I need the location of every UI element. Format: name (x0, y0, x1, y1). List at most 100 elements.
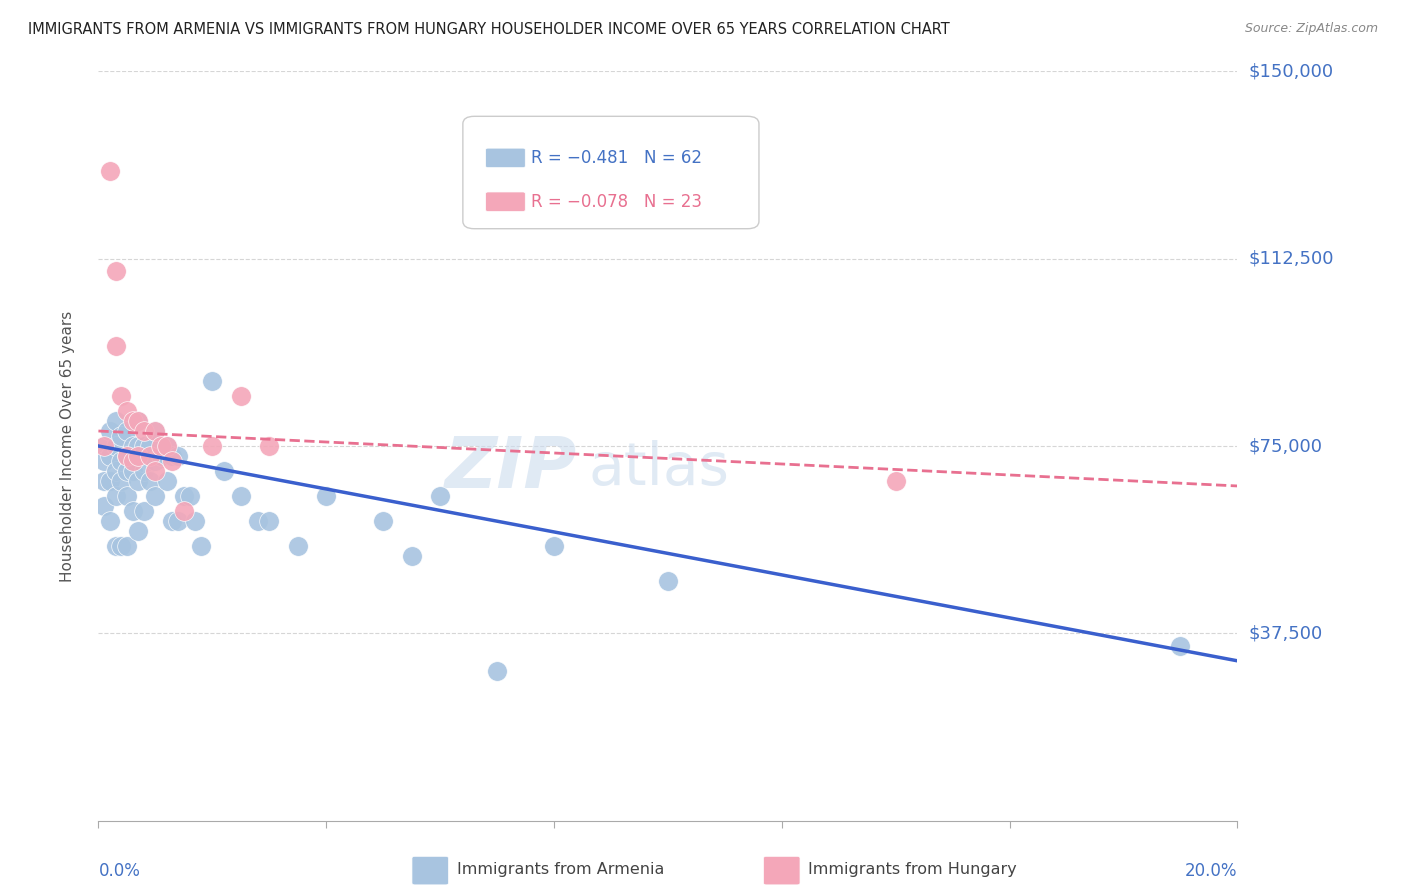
Point (115, 449, 138, 463)
Text: $37,500: $37,500 (1249, 624, 1323, 642)
Point (127, 524, 149, 538)
Point (127, 414, 149, 428)
Point (115, 464, 138, 478)
Point (104, 464, 127, 478)
Point (138, 474, 160, 488)
Point (145, 489, 167, 503)
Point (167, 514, 190, 528)
Point (145, 424, 167, 438)
Point (93, 474, 115, 488)
Point (104, 439, 127, 453)
Text: IMMIGRANTS FROM ARMENIA VS IMMIGRANTS FROM HUNGARY HOUSEHOLDER INCOME OVER 65 YE: IMMIGRANTS FROM ARMENIA VS IMMIGRANTS FR… (28, 22, 950, 37)
Text: $75,000: $75,000 (1249, 437, 1323, 455)
Point (115, 449, 138, 463)
Point (110, 474, 132, 488)
Point (110, 389, 132, 403)
Point (173, 489, 195, 503)
Point (104, 539, 127, 553)
Point (138, 439, 160, 453)
Point (98, 474, 121, 488)
Point (229, 389, 252, 403)
Y-axis label: Householder Income Over 65 years: Householder Income Over 65 years (60, 310, 75, 582)
Point (132, 424, 155, 438)
Point (543, 539, 565, 553)
Point (657, 574, 679, 588)
Point (145, 454, 167, 468)
Point (162, 514, 184, 528)
Point (127, 439, 149, 453)
Point (98, 514, 121, 528)
Point (110, 429, 132, 443)
Point (104, 489, 127, 503)
Point (156, 439, 179, 453)
Text: 20.0%: 20.0% (1185, 863, 1237, 880)
Point (93, 499, 115, 513)
Point (115, 489, 138, 503)
Point (156, 439, 179, 453)
Point (104, 414, 127, 428)
Point (132, 439, 155, 453)
Point (246, 514, 269, 528)
Point (1170, 639, 1192, 653)
Point (138, 449, 160, 463)
Point (93, 454, 115, 468)
Point (121, 439, 143, 453)
FancyBboxPatch shape (485, 148, 526, 168)
FancyBboxPatch shape (463, 116, 759, 228)
Point (121, 414, 143, 428)
Point (115, 539, 138, 553)
Point (98, 424, 121, 438)
Text: $150,000: $150,000 (1249, 62, 1333, 80)
Point (259, 439, 281, 453)
Point (212, 464, 235, 478)
Point (145, 424, 167, 438)
Text: atlas: atlas (588, 440, 730, 497)
Point (115, 404, 138, 418)
Point (373, 514, 395, 528)
Point (184, 514, 207, 528)
Text: Immigrants from Hungary: Immigrants from Hungary (808, 863, 1017, 877)
Text: 0.0%: 0.0% (98, 863, 141, 880)
Point (104, 339, 127, 353)
Text: Source: ZipAtlas.com: Source: ZipAtlas.com (1244, 22, 1378, 36)
Point (190, 539, 212, 553)
Point (132, 504, 155, 518)
Point (104, 264, 127, 278)
Point (93, 439, 115, 453)
Point (127, 414, 149, 428)
Point (287, 539, 309, 553)
FancyBboxPatch shape (485, 192, 526, 211)
Text: $112,500: $112,500 (1249, 250, 1334, 268)
Point (110, 539, 132, 553)
Point (259, 514, 281, 528)
Point (201, 439, 224, 453)
Point (167, 449, 190, 463)
Point (150, 439, 173, 453)
Point (127, 474, 149, 488)
Point (162, 449, 184, 463)
Point (150, 449, 173, 463)
Point (115, 424, 138, 438)
Point (179, 489, 201, 503)
Point (229, 489, 252, 503)
Text: R = −0.078   N = 23: R = −0.078 N = 23 (531, 193, 702, 211)
Text: ZIP: ZIP (444, 434, 576, 503)
Point (121, 464, 143, 478)
Text: Immigrants from Armenia: Immigrants from Armenia (457, 863, 664, 877)
Point (110, 454, 132, 468)
Point (173, 504, 195, 518)
Point (201, 374, 224, 388)
Point (121, 454, 143, 468)
Point (162, 454, 184, 468)
Point (121, 504, 143, 518)
Point (486, 664, 509, 678)
Point (132, 464, 155, 478)
Point (98, 449, 121, 463)
Point (315, 489, 337, 503)
Point (127, 449, 149, 463)
Point (884, 474, 907, 488)
Point (93, 439, 115, 453)
Point (145, 464, 167, 478)
Point (401, 549, 423, 563)
Point (98, 164, 121, 178)
